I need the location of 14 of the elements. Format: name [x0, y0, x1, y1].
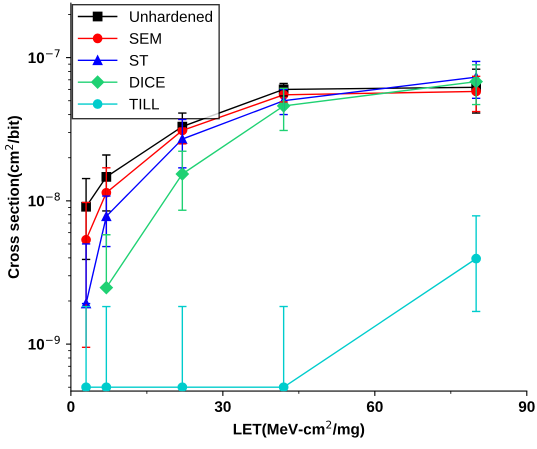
legend-label: Unhardened [130, 10, 212, 22]
legend-label: DICE [130, 76, 165, 88]
x-axis-title: LET(MeV-cm$^{2}$/mg) [234, 420, 364, 438]
y-tick-label: 10$^{−8}$ [28, 192, 60, 206]
legend-label: SEM [130, 33, 161, 44]
x-tick-label: 30 [214, 401, 231, 412]
legend-label: TILL [129, 98, 160, 110]
x-tick-label: 60 [366, 401, 383, 412]
y-axis-title: Cross section(cm$^{2}$/bit) [5, 116, 22, 278]
legend-label: ST [130, 54, 148, 66]
y-tick-label: 10$^{−9}$ [28, 336, 60, 350]
y-tick-label: 10$^{−7}$ [28, 49, 60, 64]
x-tick-label: 90 [518, 401, 535, 412]
x-tick-label: 0 [67, 401, 75, 412]
